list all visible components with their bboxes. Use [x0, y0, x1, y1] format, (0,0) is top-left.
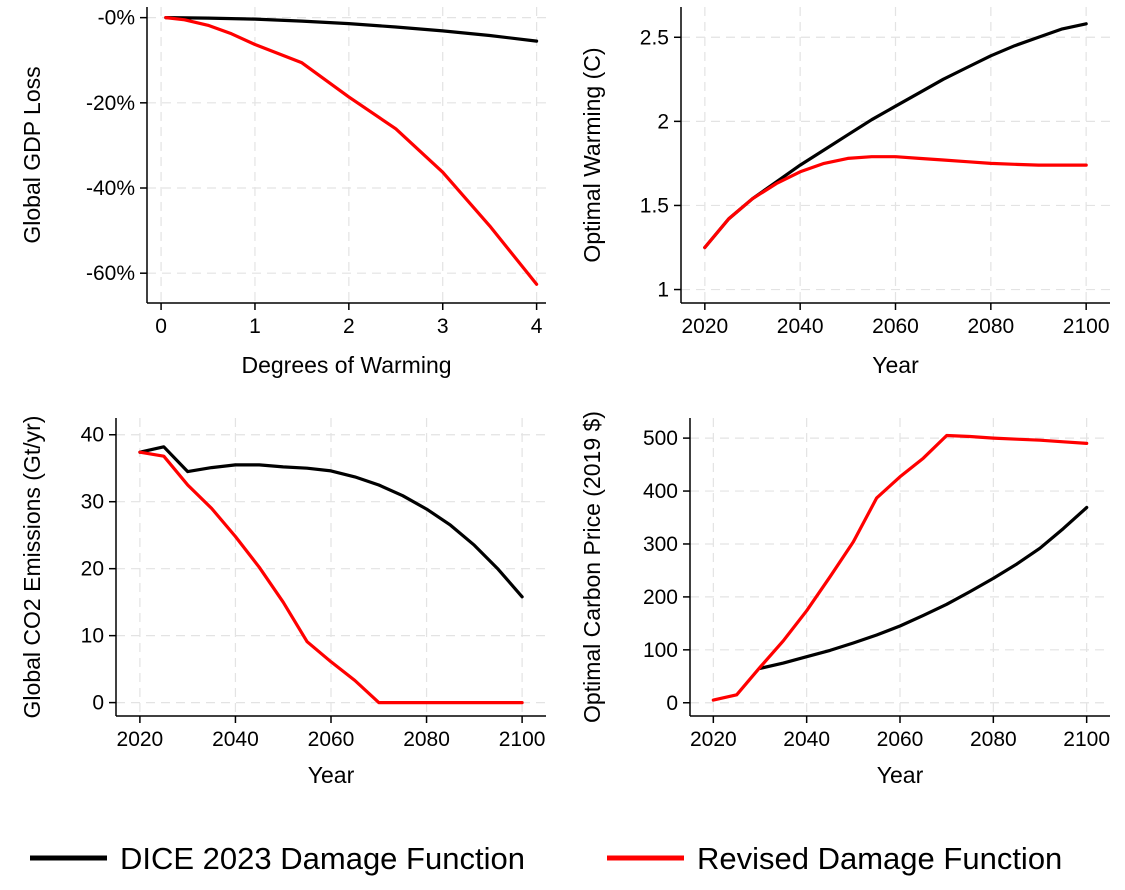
x-tick-label: 2020 — [117, 728, 164, 751]
x-tick-label: 2020 — [690, 728, 737, 751]
x-tick-label: 2060 — [877, 728, 924, 751]
y-tick-label: 40 — [81, 424, 104, 447]
x-tick-label: 1 — [249, 315, 261, 338]
y-tick-label: 0 — [92, 692, 104, 715]
series-line-dice — [758, 505, 1089, 671]
y-axis-title: Optimal Warming (C) — [579, 47, 605, 262]
y-axis-title: Global CO2 Emissions (Gt/yr) — [19, 416, 45, 719]
y-tick-label: 500 — [643, 427, 678, 450]
legend: DICE 2023 Damage Function Revised Damage… — [30, 841, 1062, 876]
series-line-revised — [703, 155, 1088, 250]
series-line-dice — [138, 445, 524, 599]
x-tick-label: 2080 — [967, 315, 1014, 338]
y-tick-label: -0% — [98, 7, 135, 30]
x-tick-label: 2100 — [1063, 728, 1110, 751]
x-tick-label: 3 — [437, 315, 449, 338]
y-tick-label: 2.5 — [640, 26, 669, 49]
y-tick-label: 100 — [643, 639, 678, 662]
chart-panel-emissions: 2020 2040 2060 2080 2100 0 10 20 30 40 Year Global … — [19, 416, 546, 788]
y-tick-label: 2 — [657, 110, 669, 133]
chart-panel-carbon-price: 2020 2040 2060 2080 2100 0 100 200 300 400 500 Year… — [579, 411, 1110, 788]
x-axis-title: Year — [877, 762, 924, 788]
y-tick-label: 400 — [643, 480, 678, 503]
x-tick-label: 2060 — [308, 728, 355, 751]
series-line-revised — [164, 16, 539, 286]
x-axis-title: Degrees of Warming — [241, 352, 451, 378]
series-line-revised — [711, 433, 1089, 702]
x-tick-label: 2080 — [970, 728, 1017, 751]
y-tick-label: 300 — [643, 533, 678, 556]
x-tick-label: 2080 — [403, 728, 450, 751]
series-line-dice — [164, 16, 539, 43]
x-tick-label: 2040 — [212, 728, 259, 751]
y-tick-label: -60% — [86, 262, 135, 285]
x-tick-label: 2040 — [777, 315, 824, 338]
series-line-revised — [138, 450, 524, 705]
legend-label-dice: DICE 2023 Damage Function — [120, 841, 525, 876]
x-axis-title: Year — [308, 762, 355, 788]
y-tick-label: 200 — [643, 586, 678, 609]
y-tick-label: 30 — [81, 491, 104, 514]
y-tick-label: -40% — [86, 177, 135, 200]
y-tick-label: 1.5 — [640, 194, 669, 217]
y-axis-title: Global GDP Loss — [19, 66, 45, 243]
x-tick-label: 2020 — [681, 315, 728, 338]
y-tick-label: -20% — [86, 92, 135, 115]
x-axis-title: Year — [872, 352, 919, 378]
x-tick-label: 0 — [155, 315, 167, 338]
legend-label-revised: Revised Damage Function — [697, 841, 1062, 876]
x-tick-label: 2 — [343, 315, 355, 338]
x-tick-label: 2100 — [1063, 315, 1110, 338]
chart-panel-warming: 2020 2040 2060 2080 2100 1 1.5 2 2.5 Year Optimal … — [579, 7, 1110, 378]
y-tick-label: 20 — [81, 558, 104, 581]
chart-panel-gdp-loss: 0 1 2 3 4 -0% -20% -40% -60% Degrees of Warming Gl… — [19, 7, 546, 378]
y-tick-label: 0 — [666, 692, 678, 715]
y-axis-title: Optimal Carbon Price (2019 $) — [579, 411, 605, 723]
x-tick-label: 2060 — [872, 315, 919, 338]
x-tick-label: 4 — [531, 315, 543, 338]
y-tick-label: 1 — [657, 279, 669, 302]
x-tick-label: 2100 — [499, 728, 546, 751]
y-tick-label: 10 — [81, 625, 104, 648]
chart-panels: 0 1 2 3 4 -0% -20% -40% -60% Degrees of Warming Gl… — [19, 7, 1110, 788]
x-tick-label: 2040 — [783, 728, 830, 751]
